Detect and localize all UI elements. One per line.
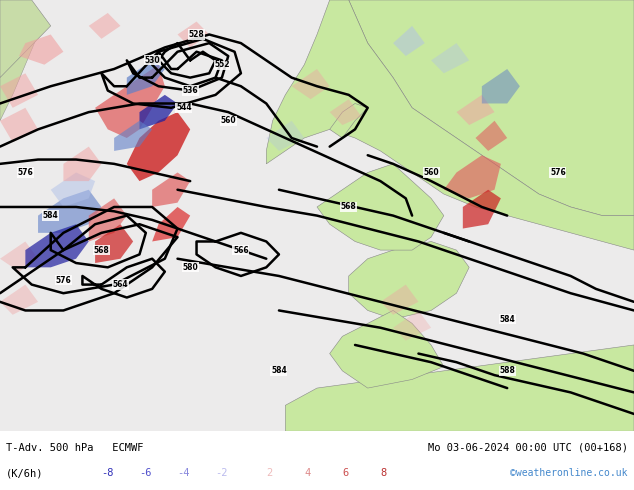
- Polygon shape: [330, 103, 368, 138]
- Polygon shape: [38, 190, 101, 233]
- Text: (K/6h): (K/6h): [6, 468, 44, 478]
- Polygon shape: [476, 121, 507, 151]
- Polygon shape: [393, 26, 425, 56]
- Polygon shape: [178, 22, 209, 48]
- Polygon shape: [114, 121, 152, 151]
- Polygon shape: [0, 0, 38, 121]
- Text: 2: 2: [266, 468, 273, 478]
- Text: 576: 576: [550, 168, 566, 177]
- Polygon shape: [95, 65, 165, 138]
- Polygon shape: [0, 108, 38, 142]
- Text: 530: 530: [145, 56, 160, 65]
- Polygon shape: [476, 0, 634, 65]
- Polygon shape: [266, 0, 634, 250]
- Polygon shape: [349, 242, 469, 319]
- Text: 544: 544: [176, 103, 191, 112]
- Polygon shape: [330, 0, 444, 65]
- Polygon shape: [89, 13, 120, 39]
- Text: 560: 560: [424, 168, 439, 177]
- Polygon shape: [431, 43, 469, 74]
- Text: 568: 568: [341, 202, 356, 212]
- Polygon shape: [95, 224, 133, 263]
- Text: 552: 552: [214, 60, 230, 69]
- Text: 528: 528: [189, 30, 204, 39]
- Text: 6: 6: [342, 468, 349, 478]
- Text: -2: -2: [216, 468, 228, 478]
- Text: 536: 536: [183, 86, 198, 95]
- Polygon shape: [330, 99, 361, 125]
- Polygon shape: [285, 345, 634, 431]
- Polygon shape: [463, 190, 501, 228]
- Polygon shape: [19, 34, 63, 65]
- Polygon shape: [152, 172, 190, 207]
- Polygon shape: [152, 207, 190, 242]
- Text: -8: -8: [101, 468, 114, 478]
- Polygon shape: [0, 285, 38, 315]
- Text: 560: 560: [221, 116, 236, 125]
- Polygon shape: [89, 198, 127, 242]
- Text: -4: -4: [178, 468, 190, 478]
- Polygon shape: [51, 172, 95, 207]
- Text: 564: 564: [113, 280, 128, 289]
- Polygon shape: [349, 0, 634, 216]
- Polygon shape: [0, 0, 51, 77]
- Polygon shape: [330, 311, 444, 388]
- Polygon shape: [456, 95, 495, 125]
- Polygon shape: [63, 147, 101, 181]
- Polygon shape: [444, 155, 501, 198]
- Polygon shape: [380, 285, 418, 315]
- Polygon shape: [380, 0, 558, 60]
- Polygon shape: [127, 60, 165, 95]
- Polygon shape: [292, 69, 330, 99]
- Text: 588: 588: [499, 367, 515, 375]
- Text: Mo 03-06-2024 00:00 UTC (00+168): Mo 03-06-2024 00:00 UTC (00+168): [428, 443, 628, 453]
- Text: 568: 568: [94, 245, 109, 255]
- Polygon shape: [0, 242, 38, 271]
- Text: 584: 584: [500, 315, 515, 323]
- Text: ©weatheronline.co.uk: ©weatheronline.co.uk: [510, 468, 628, 478]
- Text: 584: 584: [271, 367, 287, 375]
- Polygon shape: [139, 95, 178, 129]
- Text: 580: 580: [183, 263, 198, 272]
- Polygon shape: [0, 74, 38, 108]
- Polygon shape: [266, 121, 304, 151]
- Text: 4: 4: [304, 468, 311, 478]
- Polygon shape: [317, 164, 444, 250]
- Polygon shape: [127, 112, 190, 181]
- Text: T-Adv. 500 hPa   ECMWF: T-Adv. 500 hPa ECMWF: [6, 443, 144, 453]
- Text: 576: 576: [56, 276, 71, 285]
- Text: 584: 584: [43, 211, 58, 220]
- Text: 8: 8: [380, 468, 387, 478]
- Polygon shape: [482, 69, 520, 103]
- Text: 576: 576: [18, 168, 33, 177]
- Text: -6: -6: [139, 468, 152, 478]
- Polygon shape: [393, 311, 431, 341]
- Polygon shape: [25, 224, 89, 268]
- Text: 566: 566: [233, 245, 249, 255]
